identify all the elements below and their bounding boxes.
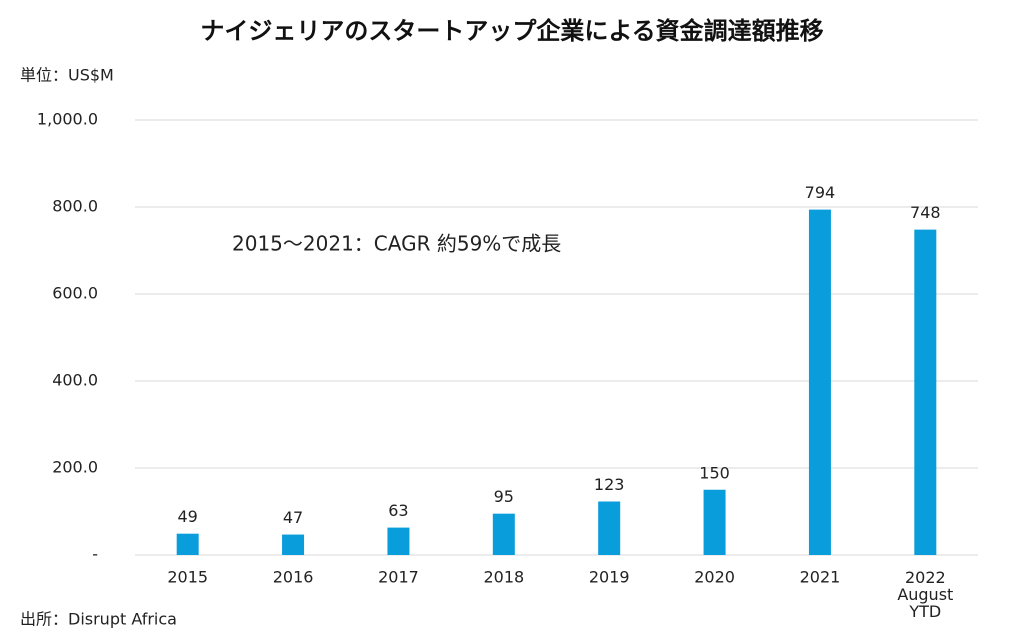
value-label: 123 (594, 475, 625, 494)
bar (176, 533, 199, 555)
value-label: 47 (283, 508, 303, 527)
value-label: 794 (805, 183, 836, 202)
bar (598, 501, 621, 555)
y-tick-label: 600.0 (52, 284, 98, 303)
y-tick-label: - (92, 545, 98, 564)
x-tick-label: 2018 (483, 568, 524, 587)
y-tick-label: 200.0 (52, 458, 98, 477)
bar (387, 527, 410, 555)
x-tick-label: 2015 (167, 568, 208, 587)
bar (703, 489, 726, 555)
bar (492, 513, 515, 555)
x-tick-label: 2019 (589, 568, 630, 587)
y-tick-label: 400.0 (52, 371, 98, 390)
y-tick-label: 800.0 (52, 197, 98, 216)
bar (914, 229, 937, 555)
unit-label: 単位：US$M (20, 66, 114, 85)
annotation: 2015～2021：CAGR 約59%で成長 (232, 232, 561, 256)
bar (282, 534, 305, 555)
x-tick-label: 2020 (694, 568, 735, 587)
y-tick-label: 1,000.0 (37, 110, 98, 129)
x-tick-label: 2022 August YTD (897, 568, 953, 621)
chart-title: ナイジェリアのスタートアップ企業による資金調達額推移 (200, 17, 823, 45)
value-label: 63 (388, 501, 408, 520)
x-tick-label: 2021 (800, 568, 841, 587)
bar (808, 209, 831, 556)
value-label: 748 (910, 203, 941, 222)
value-label: 150 (699, 463, 730, 482)
x-tick-label: 2017 (378, 568, 419, 587)
value-label: 49 (178, 507, 198, 526)
x-tick-label: 2016 (273, 568, 314, 587)
value-label: 95 (494, 487, 514, 506)
source: 出所：Disrupt Africa (20, 610, 177, 629)
